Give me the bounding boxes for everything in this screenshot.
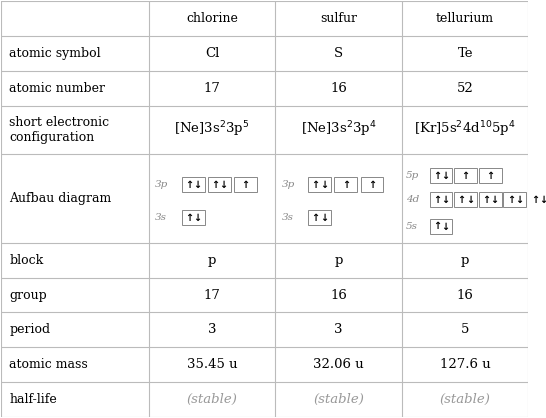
Bar <box>479 168 502 183</box>
Text: ↓: ↓ <box>193 213 201 222</box>
Text: ↑: ↑ <box>482 195 490 205</box>
Text: ↓: ↓ <box>219 180 228 189</box>
Text: 35.45 u: 35.45 u <box>187 358 238 371</box>
Text: short electronic
configuration: short electronic configuration <box>9 116 109 144</box>
Text: 52: 52 <box>457 82 473 95</box>
Text: 17: 17 <box>204 288 221 301</box>
Bar <box>430 219 453 234</box>
Bar <box>208 177 231 192</box>
Bar <box>454 168 477 183</box>
Text: 16: 16 <box>330 82 347 95</box>
Text: ↑: ↑ <box>433 222 441 232</box>
Text: ↓: ↓ <box>539 195 546 205</box>
Text: ↑: ↑ <box>312 180 319 189</box>
Text: 5: 5 <box>461 323 470 336</box>
Text: ↑: ↑ <box>461 171 470 181</box>
Text: ↑: ↑ <box>342 180 350 189</box>
Text: period: period <box>9 323 50 336</box>
Text: half-life: half-life <box>9 393 57 406</box>
Bar <box>503 192 526 207</box>
Text: p: p <box>461 254 470 267</box>
Text: atomic mass: atomic mass <box>9 358 88 371</box>
Text: ↑: ↑ <box>458 195 466 205</box>
Text: ↑: ↑ <box>185 180 193 189</box>
Text: 16: 16 <box>330 288 347 301</box>
Text: 3p: 3p <box>282 180 295 189</box>
Text: p: p <box>208 254 216 267</box>
Text: 5p: 5p <box>406 171 419 180</box>
Text: ↓: ↓ <box>193 180 201 189</box>
Text: ↑: ↑ <box>241 180 250 189</box>
Text: group: group <box>9 288 47 301</box>
Text: p: p <box>335 254 343 267</box>
Text: [Ne]3s$^2$3p$^4$: [Ne]3s$^2$3p$^4$ <box>301 120 377 140</box>
Text: block: block <box>9 254 44 267</box>
Bar <box>335 177 357 192</box>
Text: ↑: ↑ <box>433 195 441 205</box>
Text: ↓: ↓ <box>466 195 474 205</box>
Bar <box>234 177 257 192</box>
Text: ↓: ↓ <box>320 213 328 222</box>
Text: ↑: ↑ <box>312 213 319 222</box>
Text: S: S <box>334 47 343 60</box>
Text: ↑: ↑ <box>211 180 219 189</box>
Text: ↑: ↑ <box>531 195 539 205</box>
Bar <box>182 210 205 225</box>
Text: (stable): (stable) <box>313 393 364 406</box>
Text: Aufbau diagram: Aufbau diagram <box>9 192 111 205</box>
Text: 3s: 3s <box>282 213 294 222</box>
Text: ↓: ↓ <box>515 195 523 205</box>
Text: ↑: ↑ <box>368 180 376 189</box>
Bar <box>430 168 453 183</box>
Bar <box>430 192 453 207</box>
Text: [Ne]3s$^2$3p$^5$: [Ne]3s$^2$3p$^5$ <box>175 120 250 140</box>
Text: ↑: ↑ <box>486 171 494 181</box>
Bar <box>308 177 331 192</box>
Text: 3: 3 <box>334 323 343 336</box>
Text: chlorine: chlorine <box>186 12 238 25</box>
Text: Te: Te <box>458 47 473 60</box>
Text: 5s: 5s <box>406 222 418 231</box>
Text: ↑: ↑ <box>185 213 193 222</box>
Bar <box>454 192 477 207</box>
Text: 3s: 3s <box>155 213 167 222</box>
Bar <box>528 192 546 207</box>
Text: ↓: ↓ <box>441 171 449 181</box>
Text: 3: 3 <box>208 323 216 336</box>
Text: ↑: ↑ <box>433 171 441 181</box>
Bar <box>361 177 383 192</box>
Bar <box>479 192 502 207</box>
Text: (stable): (stable) <box>187 393 238 406</box>
Text: 127.6 u: 127.6 u <box>440 358 490 371</box>
Text: ↓: ↓ <box>441 222 449 232</box>
Text: ↓: ↓ <box>441 195 449 205</box>
Text: ↑: ↑ <box>507 195 515 205</box>
Text: 16: 16 <box>456 288 473 301</box>
Bar <box>308 210 331 225</box>
Text: sulfur: sulfur <box>320 12 357 25</box>
Text: 3p: 3p <box>155 180 169 189</box>
Text: tellurium: tellurium <box>436 12 494 25</box>
Text: ↓: ↓ <box>490 195 498 205</box>
Text: [Kr]5s$^2$4d$^{10}$5p$^4$: [Kr]5s$^2$4d$^{10}$5p$^4$ <box>414 120 516 140</box>
Text: Cl: Cl <box>205 47 219 60</box>
Bar <box>182 177 205 192</box>
Text: 32.06 u: 32.06 u <box>313 358 364 371</box>
Text: atomic number: atomic number <box>9 82 105 95</box>
Text: 17: 17 <box>204 82 221 95</box>
Text: 4d: 4d <box>406 195 419 204</box>
Text: (stable): (stable) <box>440 393 490 406</box>
Text: atomic symbol: atomic symbol <box>9 47 101 60</box>
Text: ↓: ↓ <box>320 180 328 189</box>
